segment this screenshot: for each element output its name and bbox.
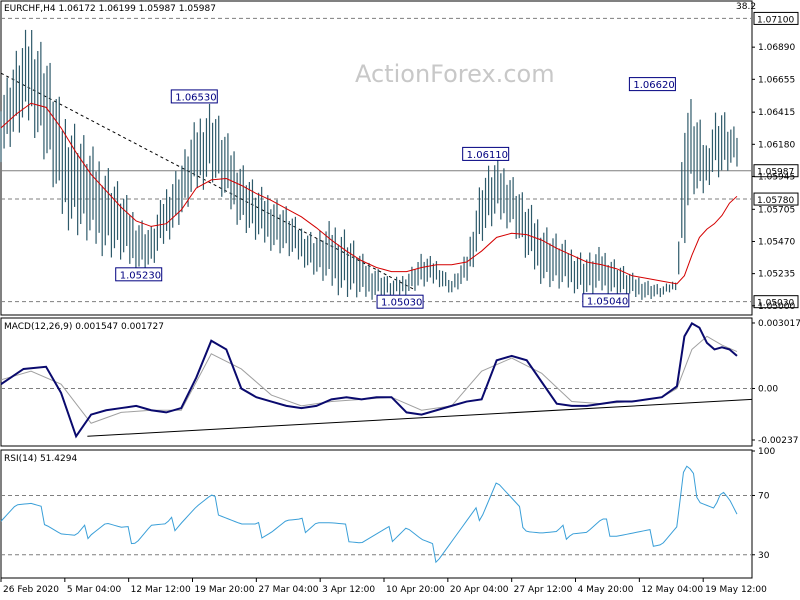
price-ytick-label: 1.06890 [758, 43, 795, 53]
price-ytick-label: 1.05000 [758, 302, 795, 312]
price-annotation-box-0 [170, 89, 218, 104]
moving-average-line [0, 102, 738, 285]
level-label-3: 1.05030 [757, 299, 794, 309]
price-annotation-4: 1.05040 [587, 296, 628, 307]
price-annotation-box-5 [628, 77, 676, 92]
rsi-line [0, 465, 738, 564]
price-annotation-2: 1.05030 [381, 298, 422, 309]
watermark: ActionForex.com [355, 60, 555, 88]
price-annotation-box-4 [582, 293, 630, 308]
rsi-ytick-label: 70 [758, 491, 770, 501]
rsi-ytick-label: 100 [758, 447, 775, 457]
x-tick-label: 5 Mar 04:00 [67, 585, 122, 595]
level-label-0: 1.07100 [757, 15, 794, 25]
price-annotation-5: 1.06620 [633, 80, 674, 91]
x-tick-label: 19 May 12:00 [705, 585, 767, 595]
price-ytick-label: 1.06655 [758, 75, 795, 85]
price-panel-frame [0, 0, 753, 316]
price-ytick-label: 1.05945 [758, 172, 795, 182]
price-annotation-box-2 [376, 294, 424, 309]
macd-ytick-label: -0.00237 [758, 436, 798, 446]
level-label-box-3 [753, 295, 799, 309]
level-label-box-1 [753, 164, 799, 178]
level-label-1: 1.05987 [757, 168, 794, 178]
macd-label: MACD(12,26,9) 0.001547 0.001727 [4, 322, 164, 332]
price-annotation-1: 1.05230 [120, 270, 161, 281]
level-label-box-2 [753, 192, 799, 206]
macd-ytick-label: 0.00 [758, 385, 778, 395]
macd-line [0, 321, 738, 439]
rsi-panel-frame [0, 449, 753, 579]
x-tick-label: 10 Apr 20:00 [386, 585, 445, 595]
price-header-label: EURCHF,H4 1.06172 1.06199 1.05987 1.0598… [4, 4, 216, 14]
x-tick-label: 20 Apr 04:00 [450, 585, 509, 595]
fib-corner-label: 38.2 [736, 2, 756, 12]
price-annotation-0: 1.06530 [175, 92, 216, 103]
x-tick-label: 12 May 04:00 [641, 585, 703, 595]
price-annotation-box-3 [462, 146, 510, 161]
x-tick-label: 27 Mar 04:00 [258, 585, 318, 595]
x-tick-label: 26 Feb 2020 [3, 585, 59, 595]
macd-panel-frame [0, 317, 753, 447]
level-label-2: 1.05780 [757, 196, 794, 206]
price-annotation-3: 1.06110 [467, 150, 508, 161]
x-tick-label: 27 Apr 12:00 [514, 585, 573, 595]
macd-trendline [87, 398, 753, 437]
x-tick-label: 3 Apr 12:00 [322, 585, 375, 595]
x-tick-label: 19 Mar 20:00 [195, 585, 255, 595]
rsi-label: RSI(14) 51.4294 [4, 454, 77, 464]
price-ytick-label: 1.06180 [758, 140, 795, 150]
macd-ytick-label: 0.003017 [758, 319, 800, 329]
x-tick-label: 4 May 20:00 [578, 585, 634, 595]
price-ytick-label: 1.05470 [758, 237, 795, 247]
price-ytick-label: 1.06415 [758, 108, 795, 118]
x-tick-label: 12 Mar 12:00 [131, 585, 191, 595]
rsi-ytick-label: 30 [758, 551, 770, 561]
price-annotation-box-1 [115, 267, 163, 282]
level-label-box-0 [753, 11, 799, 25]
price-ytick-label: 1.05235 [758, 270, 795, 280]
price-ytick-label: 1.05705 [758, 205, 795, 215]
